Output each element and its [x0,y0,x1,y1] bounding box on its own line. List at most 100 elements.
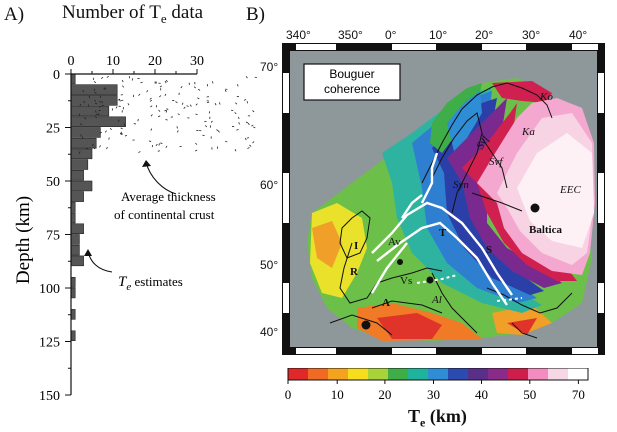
axis-title-subscript: e [160,10,167,26]
stipple-dash [235,102,238,105]
depth-axis-tick-label: 150 [39,389,60,404]
histogram-bar [70,234,80,245]
histogram-bar [70,212,76,224]
colorbar-swatch [308,368,329,380]
lat-70: 70° [260,60,279,74]
stipple-dash [94,91,97,94]
label-baltica: Baltica [529,224,562,236]
depth-axis-title: Depth (km) [13,196,34,284]
stipple-dash [249,144,252,147]
stipple-dash [101,76,104,79]
stipple-dash [106,76,109,78]
stipple-dash [238,116,240,120]
stipple-dash [98,112,100,116]
inset-label-box [303,63,401,101]
lon-10: 10° [429,28,448,42]
label-t: T [439,227,447,239]
depth-axis-tick-label: 50 [46,175,60,190]
histogram-bar [70,180,93,192]
stipple-dash [149,99,153,102]
stipple-dash [99,131,102,134]
histogram-bar [70,255,84,267]
latitude-labels: 70° 60° 50° 40° [260,60,290,350]
stipple-dash [252,110,255,113]
stipple-dash [155,143,158,147]
colorbar-swatch [568,368,589,380]
colorbar-swatch [468,368,489,380]
stipple-dash [198,88,201,91]
stipple-dash [115,106,118,109]
stipple-dash [237,84,239,87]
histogram-bar [70,116,126,128]
stipple-dash [195,103,198,106]
panel-a-label: A) [4,4,25,25]
stipple-dash [120,127,123,130]
colorbar-outline [287,368,589,381]
stipple-dash [159,95,162,98]
lon-20: 20° [475,28,494,42]
histogram-bar [70,105,110,117]
stipple-dash [148,140,152,142]
axis-title-suffix: data [166,2,204,23]
histogram-bar [70,309,76,320]
colorbar-tick-label: 20 [378,387,391,402]
colorbar-swatch [368,368,389,380]
stipple-dash [106,146,108,150]
longitude-labels: 340° 350° 0° 10° 20° 30° 40° [286,28,598,42]
stipple-dash [158,109,161,112]
histogram-axes: 0 10 20 30 0 25 50 75 100 125 150 [39,54,204,404]
lon-40: 40° [569,28,588,42]
inset-line1: Bouguer [329,67,374,81]
stipple-dash [176,126,178,129]
stipple-dash [217,130,220,133]
stipple-dash [127,103,130,106]
stipple-dash [218,102,221,105]
site-point-3 [397,259,403,265]
colorbar-swatch [388,368,409,380]
stipple-dash [236,128,239,131]
histogram-bar [70,244,80,256]
stipple-dash [193,86,196,89]
stipple-dash [102,104,105,107]
coastlines [329,82,573,339]
stipple-dash [177,113,180,116]
histogram-bar [70,330,76,341]
stipple-dash [95,110,97,113]
stipple-dash [230,109,234,112]
stipple-dash [150,114,153,117]
lat-60: 60° [260,178,279,192]
label-i: I [354,240,358,252]
te-annotation-text: estimates [131,274,183,289]
lon-340: 340° [286,28,311,42]
stipple-dash [181,102,184,105]
lon-350: 350° [338,28,363,42]
stipple-dash [164,80,167,84]
stipple-dash [247,122,250,126]
stipple-dash [166,108,169,111]
stipple-dash [121,79,124,83]
stipple-dash [120,133,124,135]
label-al: Al [431,294,442,306]
colorbar-swatch [528,368,549,380]
stipple-dash [245,121,249,124]
stipple-dash [195,113,198,116]
top-axis-tick-label: 30 [190,54,204,69]
label-eec: EEC [559,184,581,196]
histogram-bar [70,276,76,288]
stipple-dash [121,99,124,102]
histogram-bar [70,137,97,149]
stipple-dash [234,149,237,152]
suture-lines [370,152,513,306]
stipple-dash [120,131,122,134]
map-labels: Ko Ka Svf Svf EEC Syn Baltica T S Av I R… [350,91,581,309]
inset-line2: coherence [324,82,380,96]
stipple-dash [79,103,82,107]
stipple-dash [251,124,254,127]
stipple-dash [157,150,161,152]
map-frame-ticks [283,44,604,354]
colorbar-tick-label: 0 [285,387,292,402]
histogram-bar [70,95,118,106]
stipple-dash [138,151,141,153]
panel-b-label: B) [246,4,265,25]
colorbar-title: Te (km) [408,406,467,431]
